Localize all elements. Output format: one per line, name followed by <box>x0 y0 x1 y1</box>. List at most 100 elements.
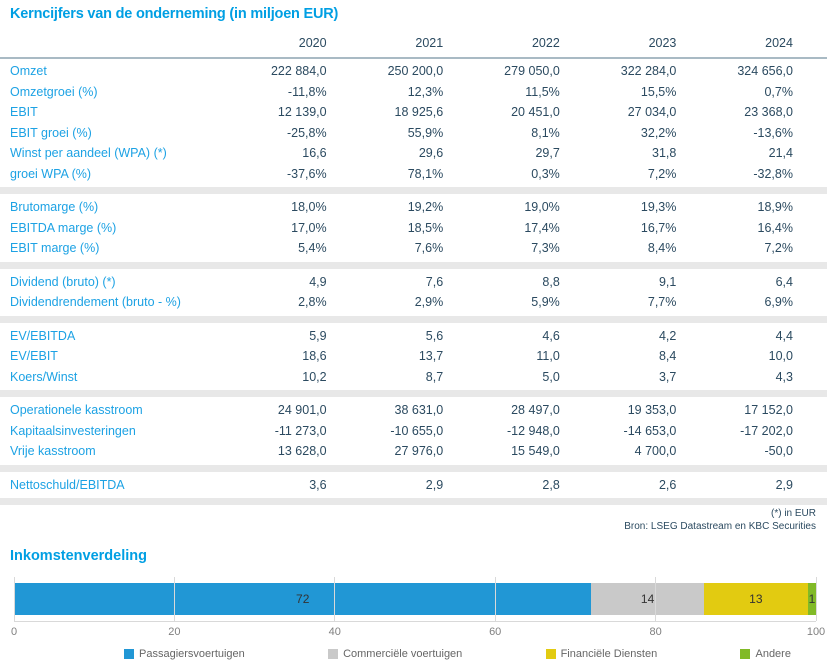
row-label: Dividendrendement (bruto - %) <box>10 295 210 309</box>
cell-value: 4,3 <box>775 369 793 384</box>
legend-item: Commerciële voertuigen <box>328 648 462 660</box>
x-axis: 0 20 40 60 80 100 <box>11 625 825 640</box>
cell-value: -12 948,0 <box>506 423 560 438</box>
cell-value: 27 034,0 <box>627 105 677 120</box>
cell-value: 4,9 <box>309 274 327 289</box>
cell-value: 78,1% <box>407 166 444 181</box>
row-label-text: Winst per aandeel (WPA) (*) <box>10 146 167 161</box>
bar-segment: 13 <box>703 583 808 615</box>
row-label-text: Dividend (bruto) (*) <box>10 274 116 289</box>
table-row: Operationele kasstroom 24 901,0 38 631,0 28… <box>10 400 793 421</box>
cell-value: 2,9 <box>425 477 444 492</box>
cell-value: -13,6% <box>753 125 793 140</box>
cell-value: 8,4 <box>658 349 677 364</box>
row-label: Operationele kasstroom <box>10 403 210 417</box>
cell-value: 279 050,0 <box>504 64 560 79</box>
table-row: Koers/Winst 10,2 8,7 5,0 3,7 4,3 <box>10 367 793 388</box>
table-row: EBIT groei (%) -25,8% 55,9% 8,1% 32,2% -13,6% <box>10 123 793 144</box>
gridline <box>334 577 336 621</box>
section-separator <box>0 498 827 505</box>
gridline <box>655 577 657 621</box>
row-label: Brutomarge (%) <box>10 200 210 214</box>
gridline <box>494 577 496 621</box>
cell-value: 21,4 <box>768 146 793 161</box>
row-label-text: EV/EBITDA <box>10 328 76 343</box>
cell-value: 28 497,0 <box>511 403 560 418</box>
row-label-text: Omzet <box>10 64 47 79</box>
gridline <box>173 577 175 621</box>
legend-item: Passagiersvoertuigen <box>124 648 245 660</box>
chart-legend: Passagiersvoertuigen Commerciële voertuig… <box>124 648 791 660</box>
cell-value: 13,7 <box>418 349 444 364</box>
row-label-text: EBITDA marge (%) <box>10 220 117 235</box>
cell-value: 322 284,0 <box>620 64 677 79</box>
legend-item: Andere <box>740 648 791 660</box>
row-label-text: groei WPA (%) <box>10 166 92 181</box>
cell-value: 4,4 <box>775 328 793 343</box>
cell-value: 250 200,0 <box>387 64 444 79</box>
cell-value: 19,3% <box>640 200 677 215</box>
row-label: EV/EBIT <box>10 349 210 363</box>
cell-value: 19,0% <box>524 200 560 215</box>
row-label-text: EBIT marge (%) <box>10 241 100 256</box>
row-label: Winst per aandeel (WPA) (*) <box>10 146 210 160</box>
cell-value: -17 202,0 <box>740 423 793 438</box>
legend-marker-icon <box>740 649 751 659</box>
page-title: Kerncijfers van de onderneming (in miljo… <box>10 6 339 22</box>
cell-value: 5,9 <box>309 328 327 343</box>
cell-value: 31,8 <box>652 146 677 161</box>
cell-value: 29,7 <box>535 146 560 161</box>
cell-value: 7,7% <box>647 295 677 310</box>
cell-value: 17 152,0 <box>744 403 793 418</box>
chart-title: Inkomstenverdeling <box>10 548 147 564</box>
cell-value: 9,1 <box>658 274 677 289</box>
cell-value: 11,5% <box>525 84 560 99</box>
table-row: Omzet 222 884,0 250 200,0 279 050,0 322 284,… <box>10 61 793 82</box>
cell-value: 18,9% <box>757 200 793 215</box>
cell-value: -25,8% <box>286 125 327 140</box>
cell-value: 15,5% <box>640 84 677 99</box>
row-label: Dividend (bruto) (*) <box>10 275 210 289</box>
row-label-text: Nettoschuld/EBITDA <box>10 477 125 492</box>
cell-value: -11,8% <box>287 84 327 99</box>
cell-value: 5,0 <box>542 369 560 384</box>
section-separator <box>0 315 827 323</box>
row-label-text: Kapitaalsinvesteringen <box>10 423 136 438</box>
cell-value: 4,6 <box>542 328 560 343</box>
cell-value: 2,9 <box>775 477 793 492</box>
cell-value: -32,8% <box>753 166 793 181</box>
cell-value: 17,0% <box>291 220 327 235</box>
section-separator <box>0 390 827 397</box>
cell-value: 18,5% <box>407 220 444 235</box>
cell-value: 3,6 <box>309 477 327 492</box>
key-figures-table-body: Omzet 222 884,0 250 200,0 279 050,0 322 284,… <box>0 61 827 505</box>
cell-value: 32,2% <box>640 125 677 140</box>
x-axis-tick-label: 20 <box>168 626 181 638</box>
section-separator <box>0 187 827 194</box>
cell-value: -11 273,0 <box>274 423 327 438</box>
stacked-bar: 72 14 13 1 <box>14 583 816 615</box>
row-label: EV/EBITDA <box>10 329 210 343</box>
year-header-cell: 2024 <box>765 36 793 50</box>
cell-value: 12,3% <box>407 84 444 99</box>
table-row: EBIT marge (%) 5,4% 7,6% 7,3% 8,4% 7,2% <box>10 238 793 259</box>
cell-value: 19,2% <box>407 200 444 215</box>
cell-value: 12 139,0 <box>277 105 327 120</box>
table-row: EBIT 12 139,0 18 925,6 20 451,0 27 034,0 23 3… <box>10 102 793 123</box>
cell-value: 18 925,6 <box>394 105 444 120</box>
bar-segment: 1 <box>807 583 816 615</box>
row-label-text: Dividendrendement (bruto - %) <box>10 295 181 310</box>
cell-value: -50,0 <box>764 444 793 459</box>
bar-segment: 14 <box>591 583 704 615</box>
cell-value: 5,6 <box>425 328 444 343</box>
cell-value: 20 451,0 <box>511 105 560 120</box>
cell-value: -37,6% <box>286 166 327 181</box>
table-row: EV/EBITDA 5,9 5,6 4,6 4,2 4,4 <box>10 326 793 347</box>
cell-value: 18,6 <box>302 349 327 364</box>
header-divider <box>0 57 827 59</box>
cell-value: 7,2% <box>647 166 677 181</box>
section-separator <box>0 261 827 269</box>
row-label-text: EV/EBIT <box>10 349 58 364</box>
row-label: Omzetgroei (%) <box>10 85 210 99</box>
